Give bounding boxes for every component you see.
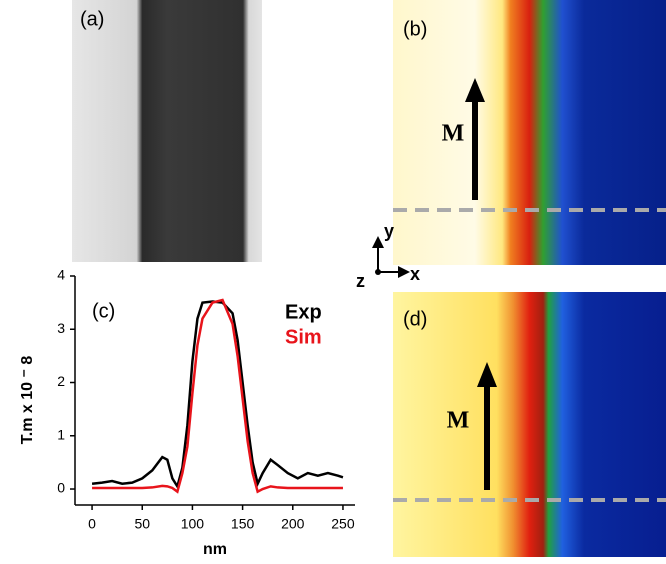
y-tick-label: 3 xyxy=(57,320,65,336)
image-d xyxy=(393,292,666,557)
y-tick-label: 2 xyxy=(57,373,65,389)
legend-entry: Sim xyxy=(285,326,322,348)
axis-label: y xyxy=(384,221,394,241)
x-tick-label: 250 xyxy=(331,516,355,532)
panel-label: (a) xyxy=(80,8,104,30)
arrow-head xyxy=(465,78,485,102)
x-tick-label: 0 xyxy=(88,516,96,532)
axis-label: x xyxy=(410,264,420,284)
x-tick-label: 100 xyxy=(181,516,205,532)
x-tick-label: 200 xyxy=(281,516,305,532)
m-label: M xyxy=(447,408,470,434)
axis-dot xyxy=(375,269,381,275)
legend-entry: Exp xyxy=(285,301,322,323)
image-a xyxy=(72,0,262,262)
y-tick-label: 4 xyxy=(57,267,65,283)
panel-label: (d) xyxy=(403,308,427,330)
y-axis-label: T.m x 10 ⁻ 8 xyxy=(19,356,36,445)
image-b xyxy=(393,0,666,265)
x-tick-label: 150 xyxy=(231,516,255,532)
axis-label: z xyxy=(356,271,365,291)
m-label: M xyxy=(442,121,465,147)
line xyxy=(92,298,343,494)
panel-label: (b) xyxy=(403,18,427,40)
x-tick-label: 50 xyxy=(134,516,150,532)
x-axis-label: nm xyxy=(203,541,227,558)
y-tick-label: 0 xyxy=(57,480,65,496)
arrow-head xyxy=(477,362,497,387)
y-tick-label: 1 xyxy=(57,426,65,442)
panel-label: (c) xyxy=(92,300,115,322)
